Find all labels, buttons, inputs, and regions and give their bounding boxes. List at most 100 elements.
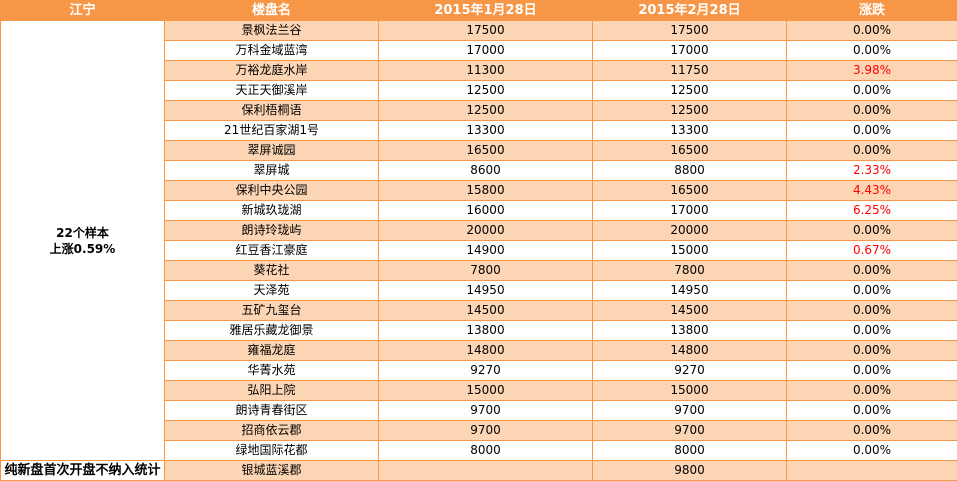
price-change: 0.00% [786, 380, 957, 401]
price-feb: 16500 [592, 140, 787, 161]
price-change: 0.00% [786, 280, 957, 301]
project-name: 银城蓝溪郡 [164, 460, 379, 481]
price-change: 3.98% [786, 60, 957, 81]
price-jan: 13800 [378, 320, 593, 341]
price-change: 0.00% [786, 320, 957, 341]
price-jan: 14900 [378, 240, 593, 261]
price-jan [378, 460, 593, 481]
project-name: 翠屏城 [164, 160, 379, 181]
price-change: 2.33% [786, 160, 957, 181]
price-feb: 7800 [592, 260, 787, 281]
price-feb: 9800 [592, 460, 787, 481]
price-jan: 14800 [378, 340, 593, 361]
price-jan: 16000 [378, 200, 593, 221]
table-row: 22个样本 上涨0.59% 景枫法兰谷 17500 17500 0.00% [0, 20, 957, 461]
table-row: 朗诗青春街区 9700 9700 0.00% [1, 400, 957, 421]
project-name: 红豆香江豪庭 [164, 240, 379, 261]
table-row: 保利中央公园 15800 16500 4.43% [1, 180, 957, 201]
project-name: 招商依云郡 [164, 420, 379, 441]
price-jan: 17000 [378, 40, 593, 61]
price-change: 0.00% [786, 120, 957, 141]
price-jan: 9700 [378, 400, 593, 421]
table-row: 弘阳上院 15000 15000 0.00% [1, 380, 957, 401]
overall-change: 上涨0.59% [49, 241, 116, 256]
project-name: 景枫法兰谷 [164, 20, 379, 41]
price-jan: 9700 [378, 420, 593, 441]
project-name: 华菁水苑 [164, 360, 379, 381]
price-jan: 14950 [378, 280, 593, 301]
header-change: 涨跌 [786, 0, 957, 21]
price-change: 6.25% [786, 200, 957, 221]
price-change: 4.43% [786, 180, 957, 201]
price-change: 0.00% [786, 220, 957, 241]
table-row: 翠屏诚园 16500 16500 0.00% [1, 140, 957, 161]
price-feb: 16500 [592, 180, 787, 201]
project-name: 万科金域蓝湾 [164, 40, 379, 61]
price-feb: 13800 [592, 320, 787, 341]
price-change: 0.00% [786, 340, 957, 361]
price-change: 0.00% [786, 420, 957, 441]
price-feb: 12500 [592, 100, 787, 121]
project-name: 天正天御溪岸 [164, 80, 379, 101]
header-name: 楼盘名 [164, 0, 379, 21]
project-name: 五矿九玺台 [164, 300, 379, 321]
header-date1: 2015年1月28日 [378, 0, 593, 21]
price-jan: 9270 [378, 360, 593, 381]
project-name: 雅居乐藏龙御景 [164, 320, 379, 341]
project-name: 21世纪百家湖1号 [164, 120, 379, 141]
table-row: 新城玖珑湖 16000 17000 6.25% [1, 200, 957, 221]
price-change: 0.00% [786, 140, 957, 161]
table-row: 朗诗玲珑屿 20000 20000 0.00% [1, 220, 957, 241]
price-feb: 14500 [592, 300, 787, 321]
price-feb: 8000 [592, 440, 787, 461]
price-feb: 14800 [592, 340, 787, 361]
header-row: 江宁 楼盘名 2015年1月28日 2015年2月28日 涨跌 [0, 0, 957, 21]
price-feb: 17000 [592, 40, 787, 61]
price-feb: 9700 [592, 400, 787, 421]
price-change: 0.00% [786, 260, 957, 281]
price-change: 0.00% [786, 80, 957, 101]
price-jan: 15000 [378, 380, 593, 401]
price-feb: 15000 [592, 380, 787, 401]
price-jan: 8600 [378, 160, 593, 181]
price-jan: 20000 [378, 220, 593, 241]
price-jan: 13300 [378, 120, 593, 141]
price-jan: 11300 [378, 60, 593, 81]
price-feb: 9700 [592, 420, 787, 441]
project-name: 葵花社 [164, 260, 379, 281]
price-feb: 20000 [592, 220, 787, 241]
table-row: 红豆香江豪庭 14900 15000 0.67% [1, 240, 957, 261]
price-jan: 14500 [378, 300, 593, 321]
price-change: 0.67% [786, 240, 957, 261]
price-feb: 13300 [592, 120, 787, 141]
price-jan: 8000 [378, 440, 593, 461]
project-name: 新城玖珑湖 [164, 200, 379, 221]
table-row: 五矿九玺台 14500 14500 0.00% [1, 300, 957, 321]
price-feb: 15000 [592, 240, 787, 261]
price-change [786, 460, 957, 481]
price-change: 0.00% [786, 360, 957, 381]
price-change: 0.00% [786, 440, 957, 461]
price-feb: 12500 [592, 80, 787, 101]
price-feb: 17500 [592, 20, 787, 41]
price-change: 0.00% [786, 20, 957, 41]
project-name: 保利中央公园 [164, 180, 379, 201]
project-name: 朗诗青春街区 [164, 400, 379, 421]
header-date2: 2015年2月28日 [592, 0, 787, 21]
price-change: 0.00% [786, 40, 957, 61]
project-name: 天泽苑 [164, 280, 379, 301]
project-name: 雍福龙庭 [164, 340, 379, 361]
project-name: 朗诗玲珑屿 [164, 220, 379, 241]
project-name: 保利梧桐语 [164, 100, 379, 121]
table-row: 天泽苑 14950 14950 0.00% [1, 280, 957, 301]
price-jan: 16500 [378, 140, 593, 161]
price-jan: 7800 [378, 260, 593, 281]
header-district: 江宁 [0, 0, 165, 21]
price-jan: 15800 [378, 180, 593, 201]
project-name: 绿地国际花都 [164, 440, 379, 461]
table-row: 万裕龙庭水岸 11300 11750 3.98% [1, 60, 957, 81]
price-change: 0.00% [786, 400, 957, 421]
project-name: 弘阳上院 [164, 380, 379, 401]
price-jan: 12500 [378, 80, 593, 101]
